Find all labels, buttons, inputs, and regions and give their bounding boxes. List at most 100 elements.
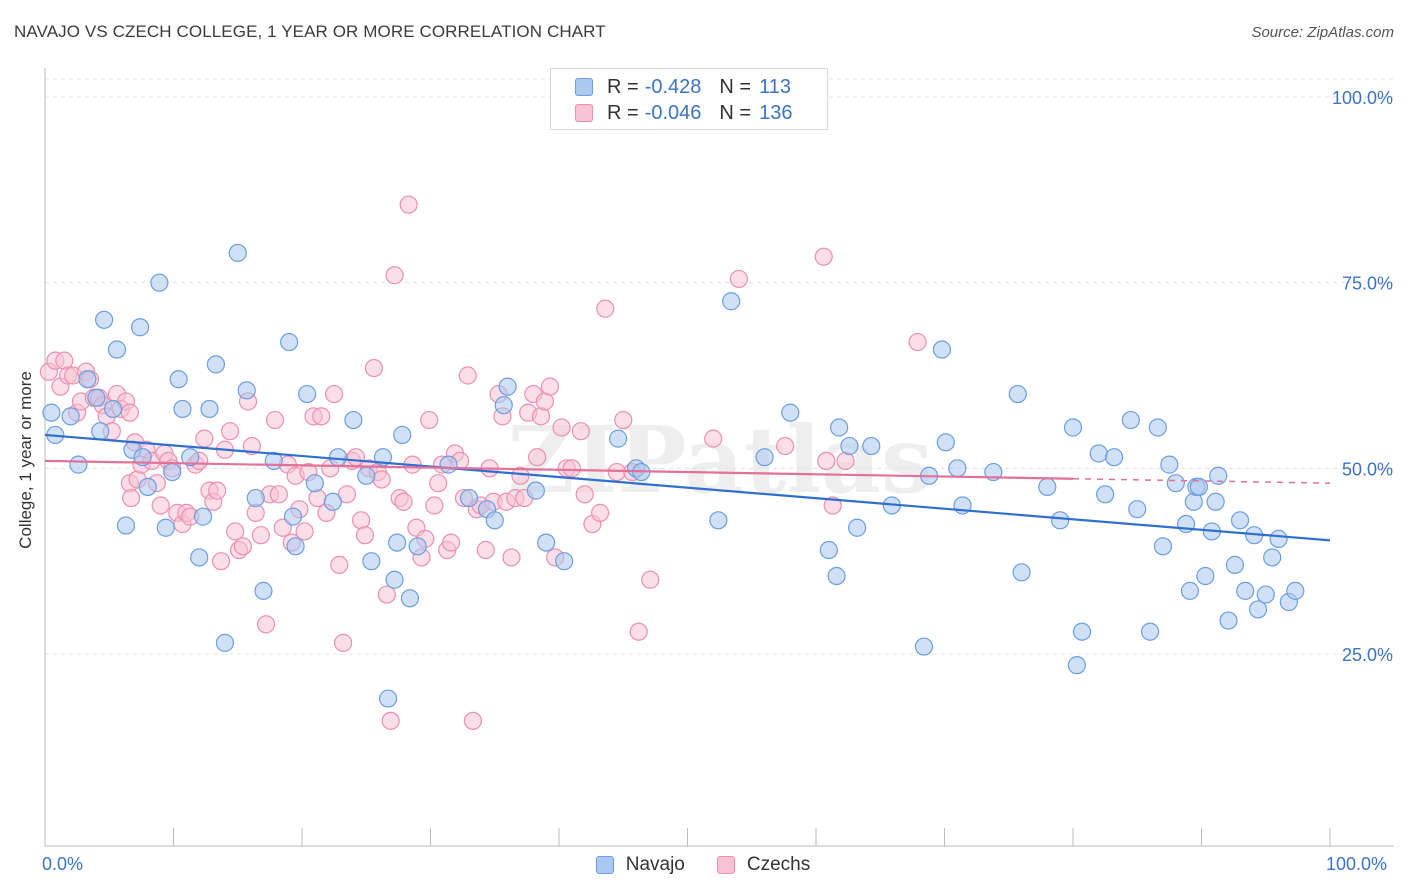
navajo-point (848, 518, 867, 537)
czechs-point (704, 429, 723, 448)
czechs-point (817, 451, 836, 471)
y-tick-label: 100.0% (1332, 88, 1393, 108)
navajo-point (932, 340, 952, 359)
navajo-point (1189, 477, 1209, 496)
n-label: N = (719, 101, 752, 124)
czechs-point (337, 485, 357, 504)
navajo-point (1160, 455, 1179, 474)
czechs-point (425, 496, 444, 515)
navajo-point (709, 511, 728, 530)
legend-label-navajo: Navajo (625, 854, 685, 875)
navajo-point (400, 589, 420, 608)
navajo-point (555, 552, 574, 571)
czechs-point (256, 615, 276, 634)
czechs-point (908, 332, 927, 352)
n-value: 113 (759, 75, 791, 98)
navajo-point (150, 273, 169, 292)
navajo-point (1256, 585, 1275, 604)
navajo-point (323, 492, 342, 511)
czechs-point (571, 422, 590, 441)
navajo-point (1225, 555, 1245, 574)
czechs-point (295, 522, 314, 541)
navajo-point (42, 403, 61, 422)
czechs-point (596, 299, 615, 318)
navajo-point (1219, 611, 1238, 630)
navajo-point (914, 637, 934, 656)
navajo-point (1153, 537, 1173, 556)
navajo-point (755, 448, 774, 467)
navajo-point (781, 403, 800, 422)
navajo-point (328, 448, 348, 467)
navajo-point (228, 243, 247, 263)
x-tick-label-max: 100.0% (1326, 854, 1388, 874)
navajo-point (387, 533, 407, 552)
navajo-point (485, 511, 504, 530)
czechs-point (562, 459, 581, 478)
czechs-point (528, 448, 547, 467)
czechs-point (729, 269, 749, 289)
navajo-point (1067, 656, 1086, 675)
navajo-point (61, 407, 80, 426)
navajo-point (1105, 448, 1124, 467)
y-tick-labels: 25.0% 50.0% 75.0% 100.0% (1332, 88, 1393, 665)
czechs-point (591, 503, 610, 522)
navajo-point (408, 537, 427, 556)
czechs-point (429, 474, 448, 493)
czechs-point (220, 422, 240, 441)
navajo-point (827, 566, 846, 586)
stats-row-navajo: R = -0.428 N = 113 (575, 75, 791, 99)
czechs-point (552, 418, 571, 437)
czechs-swatch (716, 856, 735, 874)
navajo-point (862, 436, 881, 456)
stats-legend: R = -0.428 N = 113 R = -0.046 N = 136 (550, 68, 828, 130)
navajo-point (193, 507, 213, 526)
legend-item-navajo: Navajo (595, 852, 685, 878)
czechs-point (211, 552, 231, 571)
n-label: N = (719, 75, 752, 98)
czechs-point (312, 407, 331, 426)
czechs-point (531, 407, 551, 426)
czechs-point (226, 522, 245, 541)
navajo-point (1166, 474, 1185, 493)
czechs-point (420, 410, 439, 430)
navajo-point (936, 433, 955, 452)
czechs-point (233, 537, 252, 556)
navajo-point (830, 418, 849, 437)
czechs-point (823, 496, 842, 515)
navajo-point (1148, 418, 1167, 437)
navajo-point (1230, 511, 1250, 530)
czechs-point (511, 466, 530, 485)
czechs-point (377, 585, 396, 604)
czechs-point (55, 351, 74, 370)
n-value: 136 (759, 101, 793, 124)
navajo-point (362, 552, 381, 571)
chart-title: NAVAJO VS CZECH COLLEGE, 1 YEAR OR MORE … (14, 22, 606, 41)
navajo-point (116, 516, 136, 535)
navajo-point (107, 340, 127, 359)
navajo-point (1286, 581, 1305, 600)
navajo-point (459, 488, 479, 508)
navajo-point (1063, 418, 1083, 437)
navajo-point (537, 533, 556, 552)
czechs-point (399, 195, 418, 214)
navajo-point (1180, 581, 1200, 600)
navajo-point (1089, 444, 1108, 463)
navajo-point (1038, 477, 1057, 496)
czechs-point (463, 711, 483, 730)
czechs-swatch (575, 104, 593, 122)
navajo-point (1012, 563, 1031, 582)
navajo-point (283, 507, 303, 526)
navajo-point (1128, 500, 1147, 519)
navajo-point (1096, 485, 1115, 504)
navajo-point (385, 570, 404, 589)
czechs-point (502, 548, 521, 567)
czechs-point (308, 488, 327, 508)
czechs-point (120, 403, 139, 422)
y-tick-label: 75.0% (1342, 274, 1393, 294)
czechs-point (629, 622, 648, 641)
navajo-point (138, 477, 157, 496)
navajo-point (286, 537, 305, 556)
czechs-point (151, 496, 170, 515)
czechs-point (381, 711, 400, 730)
navajo-point (78, 370, 97, 389)
